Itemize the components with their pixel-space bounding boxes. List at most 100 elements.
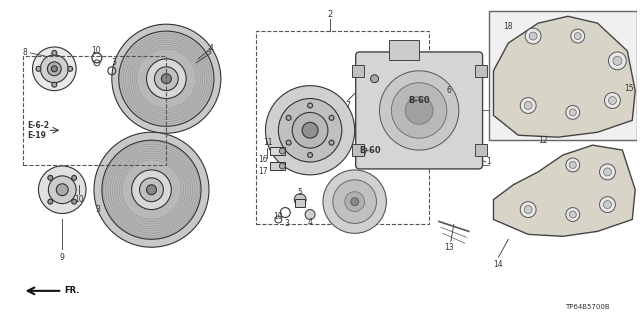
- Circle shape: [604, 201, 611, 209]
- Circle shape: [112, 24, 221, 133]
- Text: 7: 7: [346, 101, 350, 110]
- Bar: [295, 199, 305, 207]
- Text: 12: 12: [538, 136, 548, 145]
- Text: 6: 6: [447, 86, 451, 95]
- Circle shape: [520, 202, 536, 218]
- Circle shape: [52, 82, 57, 87]
- Text: 2: 2: [327, 10, 333, 19]
- Circle shape: [140, 178, 163, 202]
- Circle shape: [333, 180, 376, 223]
- Bar: [271, 162, 285, 170]
- Circle shape: [600, 164, 616, 180]
- Text: 16: 16: [259, 155, 268, 164]
- Circle shape: [47, 62, 61, 76]
- Text: B-60: B-60: [359, 146, 380, 155]
- Circle shape: [278, 99, 342, 162]
- FancyBboxPatch shape: [356, 52, 483, 169]
- Circle shape: [371, 75, 378, 83]
- Circle shape: [132, 170, 172, 210]
- Text: 9: 9: [60, 253, 65, 262]
- Circle shape: [520, 98, 536, 113]
- Circle shape: [605, 92, 620, 108]
- Circle shape: [566, 106, 580, 119]
- Text: 3: 3: [285, 219, 290, 228]
- Circle shape: [525, 28, 541, 44]
- Circle shape: [613, 56, 622, 65]
- Circle shape: [279, 148, 285, 154]
- Text: 10: 10: [91, 46, 100, 55]
- Circle shape: [102, 140, 201, 239]
- Text: 4: 4: [207, 48, 211, 54]
- Circle shape: [570, 162, 576, 168]
- Circle shape: [286, 116, 291, 120]
- Polygon shape: [493, 145, 636, 236]
- Circle shape: [36, 66, 41, 71]
- Text: 14: 14: [493, 260, 503, 268]
- Circle shape: [266, 86, 355, 175]
- Text: 13: 13: [444, 243, 454, 252]
- Circle shape: [566, 158, 580, 172]
- Circle shape: [279, 163, 285, 169]
- Circle shape: [308, 153, 312, 157]
- Text: 7: 7: [362, 148, 367, 156]
- Circle shape: [405, 97, 433, 124]
- Bar: [488, 11, 637, 140]
- Circle shape: [524, 101, 532, 109]
- Circle shape: [68, 66, 73, 71]
- Circle shape: [48, 175, 53, 180]
- Text: TP64B5700B: TP64B5700B: [565, 304, 610, 310]
- Circle shape: [72, 175, 77, 180]
- Text: 5: 5: [298, 188, 303, 197]
- Bar: [271, 147, 285, 155]
- Circle shape: [40, 55, 68, 83]
- Circle shape: [147, 59, 186, 99]
- Circle shape: [94, 132, 209, 247]
- Circle shape: [323, 170, 387, 233]
- Text: E-6-2: E-6-2: [28, 121, 49, 130]
- Circle shape: [329, 116, 334, 120]
- Circle shape: [571, 29, 585, 43]
- Text: 10: 10: [74, 195, 84, 204]
- Bar: [389, 40, 419, 60]
- Circle shape: [72, 199, 77, 204]
- Bar: [352, 65, 364, 77]
- Circle shape: [329, 140, 334, 145]
- Circle shape: [292, 112, 328, 148]
- Circle shape: [392, 83, 447, 138]
- Text: 10: 10: [273, 212, 283, 221]
- Circle shape: [33, 47, 76, 91]
- Circle shape: [119, 31, 214, 126]
- Bar: [255, 31, 429, 224]
- Polygon shape: [493, 16, 636, 137]
- Text: 4: 4: [308, 218, 312, 227]
- Circle shape: [161, 74, 172, 84]
- Text: 15: 15: [625, 84, 634, 93]
- Text: 4: 4: [209, 44, 213, 53]
- Circle shape: [600, 197, 616, 212]
- Circle shape: [604, 168, 611, 176]
- Circle shape: [305, 210, 315, 220]
- Circle shape: [570, 109, 576, 116]
- Circle shape: [38, 166, 86, 213]
- Circle shape: [147, 185, 156, 195]
- Circle shape: [609, 52, 627, 70]
- Circle shape: [345, 192, 365, 212]
- Text: E-19: E-19: [28, 131, 47, 140]
- Circle shape: [51, 66, 58, 72]
- Circle shape: [302, 122, 318, 138]
- Circle shape: [56, 184, 68, 196]
- Circle shape: [574, 33, 581, 40]
- Circle shape: [154, 67, 179, 91]
- Text: 11: 11: [262, 138, 272, 147]
- Circle shape: [351, 198, 358, 206]
- Text: FR.: FR.: [64, 286, 80, 295]
- Text: 18: 18: [504, 22, 513, 31]
- Text: B-60: B-60: [408, 96, 430, 105]
- Circle shape: [286, 140, 291, 145]
- Text: 3: 3: [111, 58, 116, 67]
- Circle shape: [49, 176, 76, 204]
- Text: 3: 3: [95, 205, 100, 214]
- Circle shape: [529, 32, 537, 40]
- Text: 17: 17: [259, 167, 268, 176]
- Bar: [475, 144, 486, 156]
